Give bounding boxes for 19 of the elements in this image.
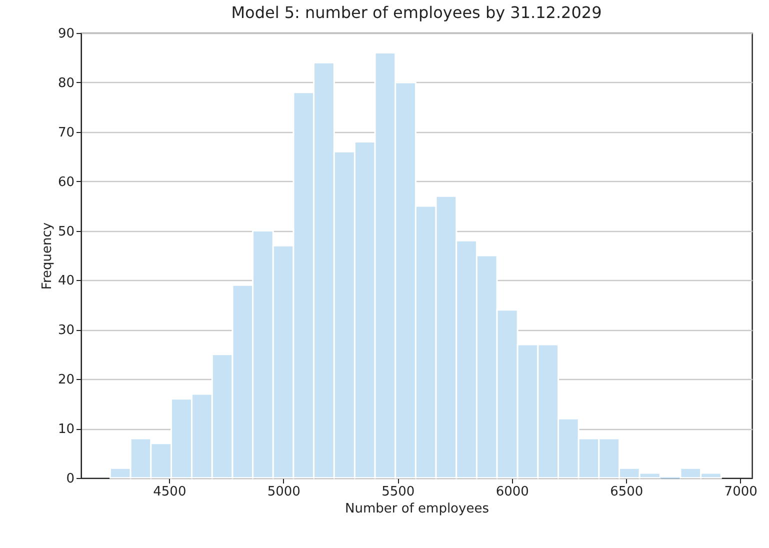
y-tick-label: 0	[66, 472, 74, 486]
x-tick-label: 5500	[382, 484, 415, 500]
y-tick-label: 20	[58, 372, 74, 388]
y-tick-label: 70	[58, 125, 74, 140]
y-tick-label: 30	[58, 323, 74, 338]
x-tick-label: 4500	[153, 484, 186, 500]
y-tick-label: 10	[58, 422, 74, 438]
y-tick-label: 60	[58, 174, 74, 190]
chart-title: Model 5: number of employees by 31.12.2029	[231, 3, 602, 22]
y-axis-title: Frequency	[40, 222, 55, 290]
y-tick-label: 80	[58, 76, 74, 91]
y-tick-label: 90	[58, 26, 74, 42]
y-tick-label: 50	[58, 224, 74, 240]
y-tick-label: 40	[58, 274, 74, 289]
x-tick-label: 6500	[610, 484, 644, 500]
x-axis-title: Number of employees	[345, 502, 490, 516]
x-tick-label: 7000	[724, 484, 758, 500]
x-tick-label: 5000	[267, 484, 300, 500]
x-tick-label: 6000	[496, 484, 529, 500]
